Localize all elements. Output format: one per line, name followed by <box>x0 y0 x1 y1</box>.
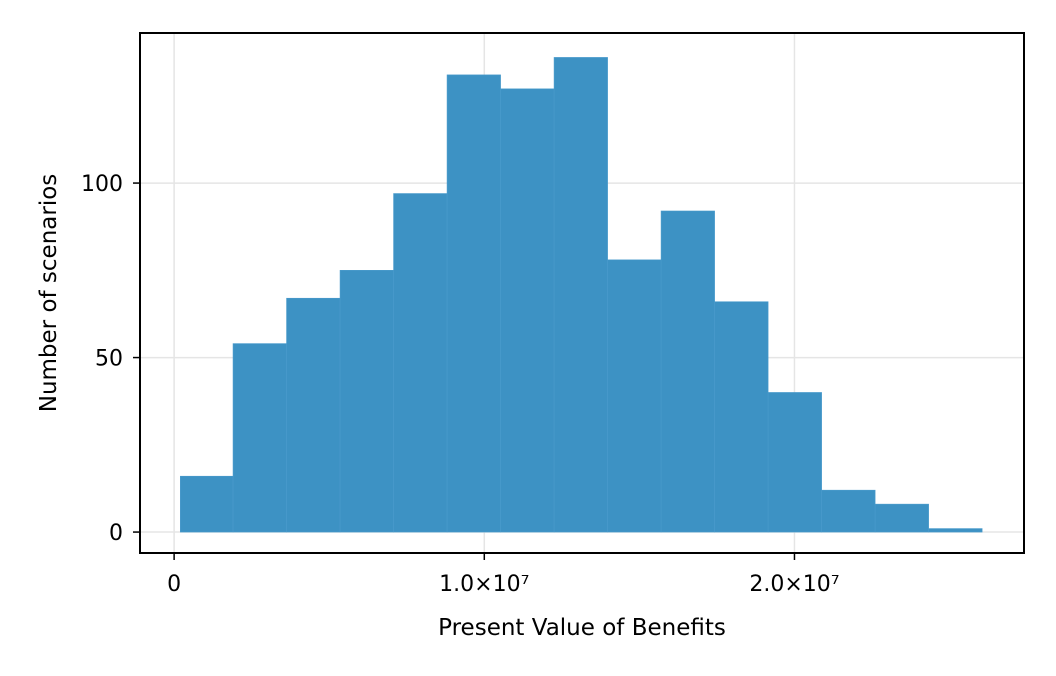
x-tick-label: 2.0×10⁷ <box>749 572 839 597</box>
histogram-bar <box>607 259 662 533</box>
histogram-bar <box>821 489 876 533</box>
y-axis-title: Number of scenarios <box>36 174 62 413</box>
x-tick-label: 0 <box>167 572 181 597</box>
plot-frame <box>139 32 1025 554</box>
histogram-bars <box>180 57 983 533</box>
axis-ticks <box>133 182 796 560</box>
histogram-bar <box>232 343 287 533</box>
histogram-bar <box>660 210 715 533</box>
histogram-bar <box>553 57 608 533</box>
histogram-bar <box>180 475 234 533</box>
y-tick-label: 100 <box>81 172 123 197</box>
y-tick-label: 50 <box>95 347 123 372</box>
histogram-bar <box>286 297 341 533</box>
x-tick-label: 1.0×10⁷ <box>439 572 529 597</box>
histogram-bar <box>874 503 929 533</box>
histogram-bar <box>446 74 501 533</box>
histogram-bar <box>339 270 394 533</box>
tick-labels: 0 1.0×10⁷ 2.0×10⁷ 0 50 100 <box>81 172 840 597</box>
histogram-bar <box>500 88 555 533</box>
x-axis-title: Present Value of Benefits <box>438 615 726 641</box>
y-tick-label: 0 <box>109 521 123 546</box>
histogram-bar <box>714 301 769 533</box>
histogram-bar <box>767 392 822 533</box>
histogram-bar <box>928 528 983 533</box>
histogram-bar <box>393 193 448 533</box>
